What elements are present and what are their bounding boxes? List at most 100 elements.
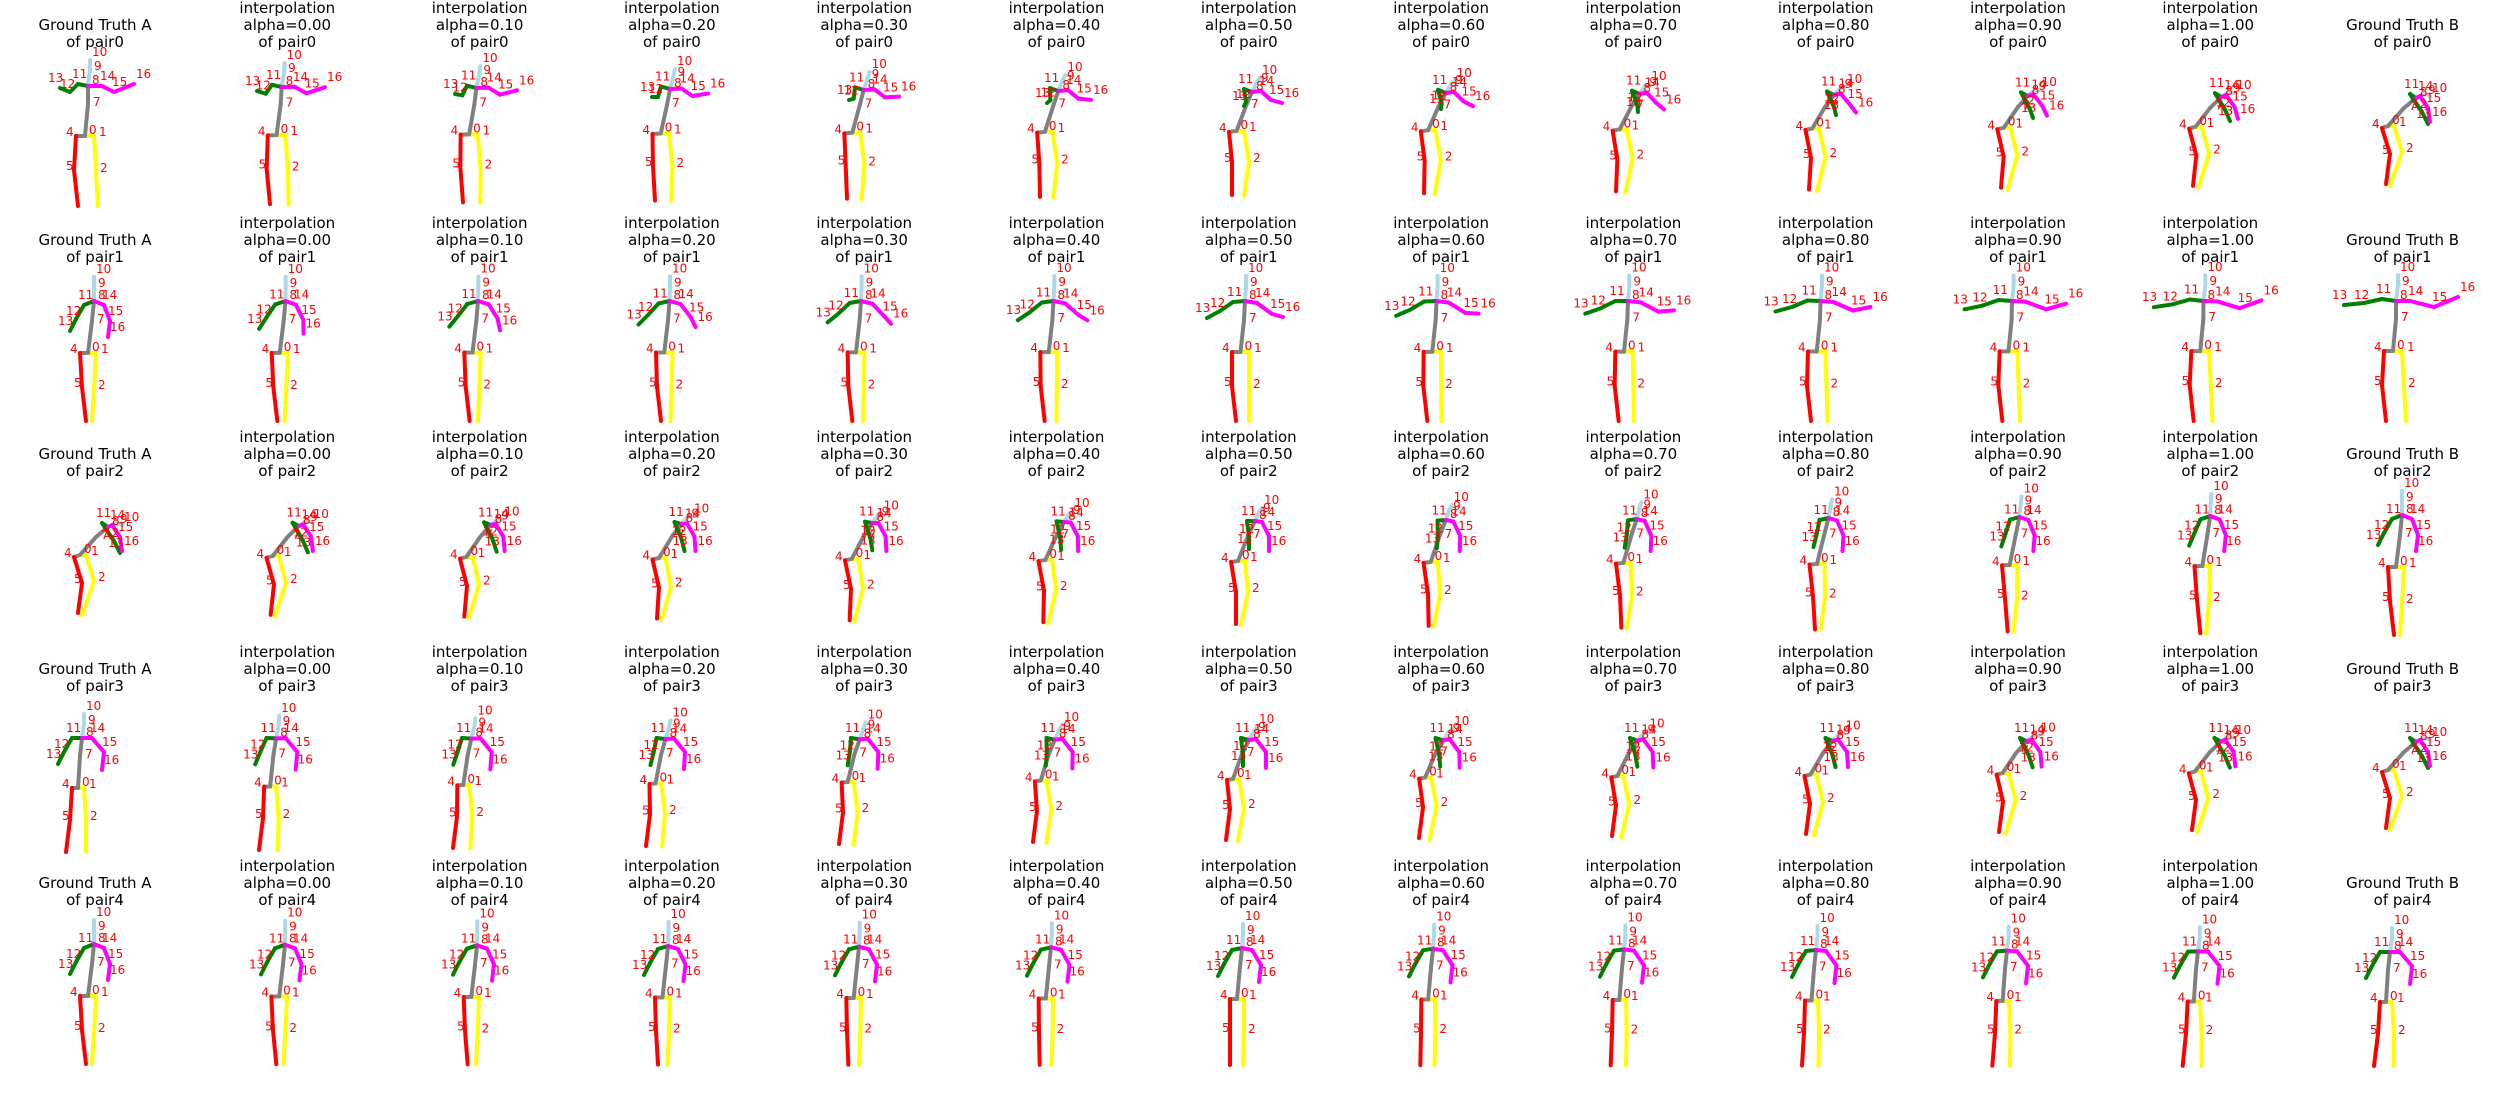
- bone-hip-sp: [76, 753, 82, 790]
- joint-label-10: 10: [1245, 909, 1260, 923]
- joint-label-10: 10: [482, 51, 497, 65]
- joint-label-0: 0: [1049, 547, 1057, 561]
- title-line-1: interpolation: [1393, 213, 1489, 232]
- joint-label-14: 14: [2218, 503, 2233, 517]
- bone-sp-nk: [663, 944, 670, 968]
- joint-label-7: 7: [1054, 958, 1062, 972]
- bone-rk-ra: [80, 384, 88, 423]
- joint-label-0: 0: [1044, 767, 1052, 781]
- bone-lk-la: [1240, 1031, 1246, 1067]
- joint-label-11: 11: [2376, 282, 2391, 296]
- bone-rs-re: [1838, 91, 1852, 106]
- bone-le-lw: [868, 536, 875, 553]
- joint-label-5: 5: [1608, 794, 1616, 808]
- joint-label-15: 15: [501, 520, 516, 534]
- bone-ls-le: [1823, 735, 1835, 757]
- joint-label-9: 9: [2039, 79, 2047, 93]
- bone-hip-sp: [2385, 106, 2406, 128]
- panel-pair1-col6: interpolation alpha=0.50 of pair1 0 1 2 4 5 7 8 9 1…: [1154, 214, 1344, 429]
- title-line-1: interpolation: [431, 0, 528, 17]
- title-line-pair: of pair0: [835, 33, 894, 51]
- joint-label-8: 8: [98, 931, 106, 945]
- joint-label-16: 16: [710, 77, 725, 91]
- joint-label-7: 7: [2213, 526, 2221, 540]
- joint-label-2: 2: [2020, 789, 2028, 803]
- joint-label-7: 7: [2401, 310, 2409, 324]
- joint-label-11: 11: [72, 67, 87, 81]
- joint-label-14: 14: [1452, 75, 1467, 89]
- title-line-2: alpha=0.80: [1781, 230, 1870, 249]
- bone-ls-le: [863, 519, 873, 541]
- bone-rh-rk: [1418, 129, 1427, 163]
- bone-hip-sp: [468, 963, 477, 999]
- joint-label-8: 8: [1058, 726, 1066, 740]
- joint-label-10: 10: [1632, 260, 1647, 274]
- joint-label-16: 16: [880, 751, 895, 765]
- joint-label-13: 13: [1780, 960, 1795, 974]
- bone-sp-nk: [281, 298, 288, 323]
- joint-label-7: 7: [2215, 743, 2223, 757]
- panel-title: interpolation alpha=0.70 of pair4: [1538, 858, 1728, 909]
- joint-label-2: 2: [484, 158, 492, 172]
- joint-label-9: 9: [882, 505, 890, 519]
- joint-label-4: 4: [2185, 555, 2193, 569]
- bone-rs-re: [1831, 299, 1855, 312]
- bone-rk-ra: [264, 166, 273, 207]
- panel-title: interpolation alpha=0.20 of pair2: [577, 429, 767, 480]
- bone-rk-ra: [1422, 158, 1427, 196]
- joint-label-11: 11: [668, 505, 683, 519]
- bone-nk-hd: [1813, 934, 1820, 952]
- joint-label-8: 8: [877, 510, 885, 524]
- joint-label-12: 12: [1214, 949, 1229, 963]
- joint-label-12: 12: [1233, 739, 1248, 753]
- joint-label-9: 9: [1247, 923, 1255, 937]
- joint-label-0: 0: [2199, 758, 2207, 772]
- joint-label-1: 1: [1824, 118, 1832, 132]
- title-line-1: interpolation: [1585, 642, 1682, 661]
- joint-label-0: 0: [476, 339, 484, 353]
- joint-label-8: 8: [1057, 288, 1065, 302]
- joint-label-0: 0: [475, 984, 483, 998]
- joint-label-11: 11: [1610, 284, 1625, 298]
- joint-label-0: 0: [1436, 338, 1444, 352]
- joint-label-13: 13: [1989, 529, 2004, 543]
- bone-rs-re: [110, 523, 122, 539]
- joint-label-8: 8: [2032, 83, 2040, 97]
- bone-re-rw: [681, 749, 687, 771]
- bone-hip-sp: [1814, 533, 1826, 566]
- joint-label-8: 8: [86, 725, 94, 739]
- bone-re-rw: [500, 534, 507, 553]
- joint-label-5: 5: [2189, 589, 2197, 603]
- bone-rk-ra: [1223, 806, 1232, 842]
- bone-nk-ls: [1996, 297, 2014, 303]
- bone-le-lw: [2152, 301, 2175, 309]
- joint-label-13: 13: [48, 71, 63, 85]
- bone-rk-ra: [1426, 591, 1431, 628]
- joint-label-5: 5: [1612, 584, 1620, 598]
- joint-label-5: 5: [266, 375, 274, 389]
- joint-label-10: 10: [2432, 81, 2447, 95]
- joint-label-1: 1: [1051, 769, 1059, 783]
- joint-label-15: 15: [118, 520, 133, 534]
- joint-label-10: 10: [1628, 910, 1643, 924]
- joint-label-10: 10: [2214, 479, 2229, 493]
- bone-rs-re: [2417, 737, 2430, 754]
- panel-pair4-col2: interpolation alpha=0.10 of pair4 0 1 2 4 5 7 8 9 1…: [385, 858, 575, 1072]
- bone-lh-lk: [1049, 558, 1058, 593]
- bone-hip-sp: [1042, 103, 1055, 134]
- joint-label-4: 4: [1799, 554, 1807, 568]
- joint-label-11: 11: [2386, 502, 2401, 516]
- bone-le-lw: [833, 961, 844, 978]
- joint-label-14: 14: [2015, 934, 2030, 948]
- joint-label-12: 12: [1822, 740, 1837, 754]
- joint-label-4: 4: [1987, 118, 1995, 132]
- bone-le-lw: [1583, 305, 1604, 316]
- joint-label-14: 14: [1643, 504, 1658, 518]
- joint-label-1: 1: [2205, 991, 2213, 1005]
- joint-label-11: 11: [1432, 504, 1447, 518]
- bone-ls-le: [2003, 517, 2012, 537]
